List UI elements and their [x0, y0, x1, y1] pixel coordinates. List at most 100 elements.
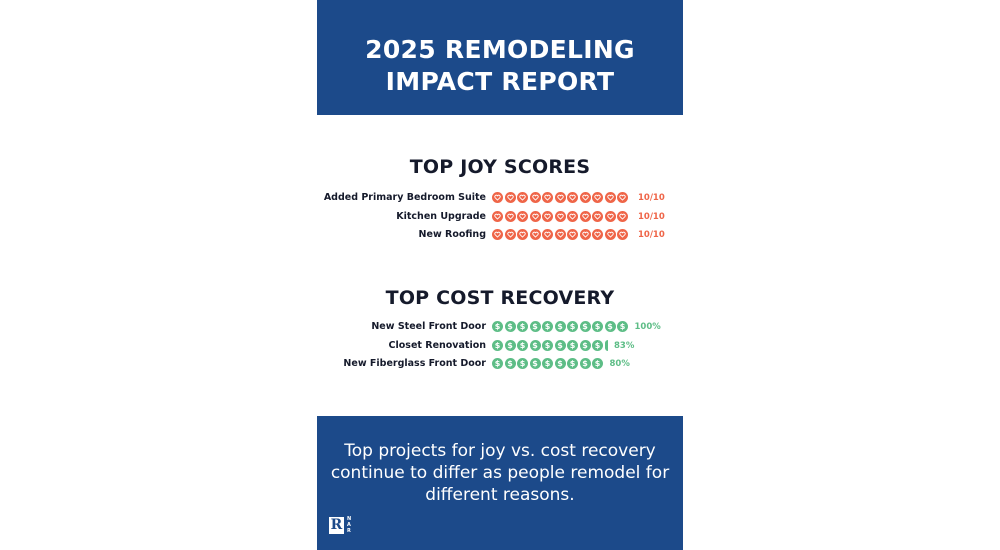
- heart-icon: [604, 229, 616, 240]
- heart-icon: [592, 210, 603, 222]
- dollar-coin-icon: $: [592, 321, 603, 332]
- dollar-coin-icon: $: [592, 339, 603, 351]
- dollar-coin-icon: $: [579, 321, 591, 332]
- heart-icon-strip: [492, 192, 628, 203]
- dollar-coin-icon: $: [504, 358, 516, 369]
- heart-icon: [504, 229, 516, 240]
- heart-icon: [529, 229, 541, 240]
- heart-icon: [529, 210, 541, 222]
- joy-row-label: New Roofing: [418, 229, 486, 240]
- heart-icon: [517, 229, 528, 240]
- joy-score: 10/10: [638, 211, 665, 222]
- dollar-coin-icon: $: [604, 321, 616, 332]
- coin-icon-strip: $ $ $ $ $ $ $ $ $: [492, 358, 603, 369]
- heart-icon: [554, 210, 566, 222]
- dollar-coin-icon: $: [492, 321, 503, 332]
- heart-icon-strip: [492, 210, 628, 222]
- cost-row: New Fiberglass Front Door $ $ $ $ $ $ $ $ $80%: [317, 357, 683, 371]
- joy-section-title: TOP JOY SCORES: [409, 156, 591, 178]
- logo-letter: A: [347, 522, 351, 528]
- dollar-coin-icon: $: [529, 358, 541, 369]
- dollar-coin-icon: $: [554, 339, 566, 351]
- joy-row: New Roofing 10/10: [317, 228, 683, 242]
- heart-icon: [617, 229, 628, 240]
- heart-icon: [567, 229, 578, 240]
- nar-logo: R N A R: [329, 516, 351, 534]
- heart-icon: [542, 192, 553, 203]
- dollar-coin-icon: $: [617, 321, 628, 332]
- dollar-coin-icon: $: [542, 339, 553, 351]
- heart-icon: [517, 192, 528, 203]
- joy-row: Added Primary Bedroom Suite 10/10: [317, 191, 683, 205]
- heart-icon: [504, 192, 516, 203]
- heart-icon: [542, 210, 553, 222]
- dollar-coin-icon: $: [529, 321, 541, 332]
- joy-row-label: Kitchen Upgrade: [396, 210, 486, 222]
- header-banner: 2025 REMODELING IMPACT REPORT: [317, 0, 683, 115]
- cost-row-label: Closet Renovation: [388, 339, 486, 351]
- heart-icon: [579, 192, 591, 203]
- heart-icon: [592, 229, 603, 240]
- dollar-coin-icon: $: [579, 339, 591, 351]
- cost-section-title: TOP COST RECOVERY: [385, 287, 615, 309]
- heart-icon: [542, 229, 553, 240]
- heart-icon: [492, 229, 503, 240]
- dollar-coin-icon: $: [554, 358, 566, 369]
- cost-row-label: New Steel Front Door: [371, 321, 486, 332]
- partial-coin-icon: [604, 339, 608, 351]
- report-title: 2025 REMODELING IMPACT REPORT: [365, 34, 635, 98]
- title-line-2: IMPACT REPORT: [385, 66, 615, 96]
- footer-banner: Top projects for joy vs. cost recovery c…: [317, 416, 683, 550]
- dollar-coin-icon: $: [567, 339, 578, 351]
- dollar-coin-icon: $: [517, 358, 528, 369]
- dollar-coin-icon: $: [567, 321, 578, 332]
- heart-icon-strip: [492, 229, 628, 240]
- logo-letter: N: [347, 516, 352, 522]
- coin-icon-strip: $ $ $ $ $ $ $ $ $ $ $: [492, 321, 628, 332]
- dollar-coin-icon: $: [504, 339, 516, 351]
- joy-score: 10/10: [638, 230, 665, 240]
- cost-row: Closet Renovation $ $ $ $ $ $ $ $ $83%: [317, 339, 683, 353]
- dollar-coin-icon: $: [567, 358, 578, 369]
- heart-icon: [504, 210, 516, 222]
- heart-icon: [492, 210, 503, 222]
- cost-score: 80%: [609, 359, 630, 369]
- heart-icon: [604, 192, 616, 203]
- dollar-coin-icon: $: [492, 358, 503, 369]
- logo-letter: R: [347, 528, 351, 534]
- heart-icon: [617, 192, 628, 203]
- infographic: 2025 REMODELING IMPACT REPORT TOP JOY SC…: [317, 0, 683, 550]
- heart-icon: [517, 210, 528, 222]
- joy-score: 10/10: [638, 193, 665, 203]
- heart-icon: [567, 192, 578, 203]
- coin-icon-strip: $ $ $ $ $ $ $ $ $: [492, 339, 608, 351]
- heart-icon: [567, 210, 578, 222]
- dollar-coin-icon: $: [492, 339, 503, 351]
- dollar-coin-icon: $: [529, 339, 541, 351]
- heart-icon: [617, 210, 628, 222]
- joy-row: Kitchen Upgrade 10/10: [317, 210, 683, 224]
- dollar-coin-icon: $: [517, 339, 528, 351]
- dollar-coin-icon: $: [542, 321, 553, 332]
- cost-score: 83%: [614, 340, 635, 351]
- heart-icon: [592, 192, 603, 203]
- dollar-coin-icon: $: [504, 321, 516, 332]
- joy-row-label: Added Primary Bedroom Suite: [323, 192, 486, 203]
- dollar-coin-icon: $: [554, 321, 566, 332]
- realtor-r-icon: R: [329, 516, 344, 534]
- heart-icon: [529, 192, 541, 203]
- footer-message: Top projects for joy vs. cost recovery c…: [330, 441, 670, 505]
- heart-icon: [579, 210, 591, 222]
- dollar-coin-icon: $: [542, 358, 553, 369]
- dollar-coin-icon: $: [517, 321, 528, 332]
- heart-icon: [604, 210, 616, 222]
- dollar-coin-icon: $: [579, 358, 591, 369]
- heart-icon: [579, 229, 591, 240]
- nar-letters: N A R: [347, 516, 351, 534]
- dollar-coin-icon: $: [592, 358, 603, 369]
- cost-row-label: New Fiberglass Front Door: [343, 358, 486, 369]
- heart-icon: [554, 229, 566, 240]
- cost-score: 100%: [634, 322, 661, 332]
- title-line-1: 2025 REMODELING: [365, 34, 635, 64]
- heart-icon: [492, 192, 503, 203]
